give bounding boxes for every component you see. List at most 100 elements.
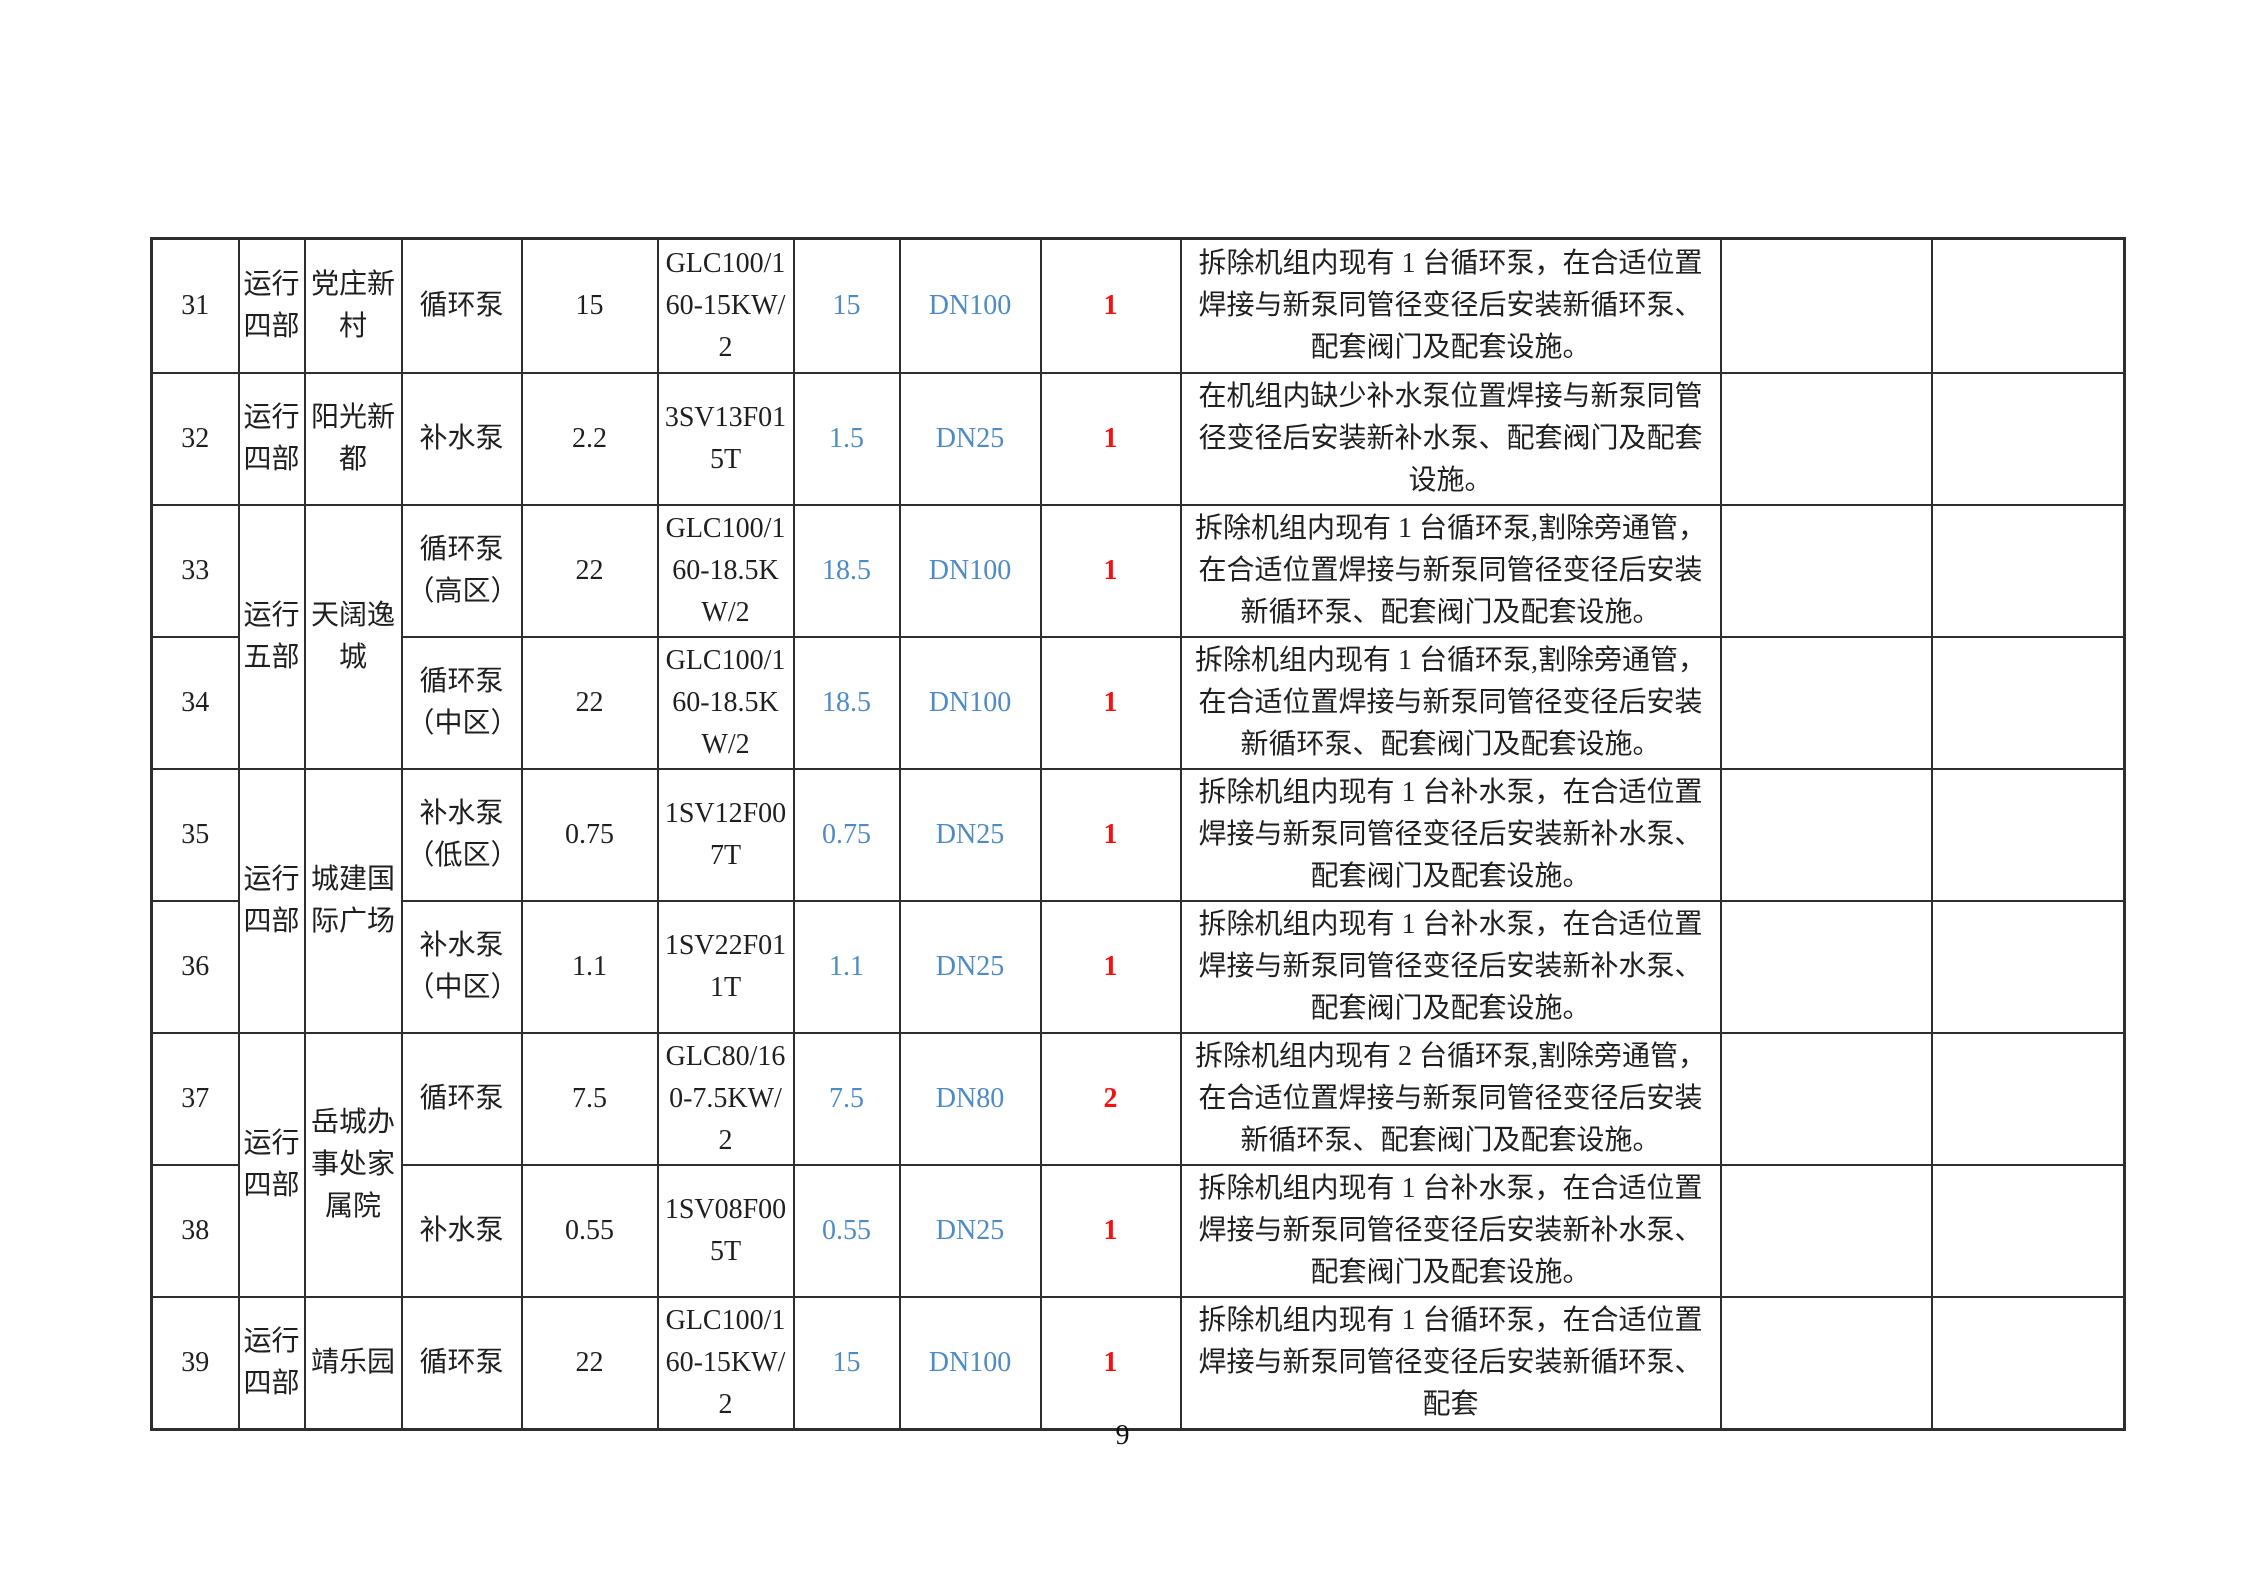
power-cell: 7.5 xyxy=(520,1031,659,1166)
quantity-cell: 1 xyxy=(1039,767,1182,902)
new-power-cell: 1.1 xyxy=(792,899,901,1034)
station-cell: 城建国 际广场 xyxy=(303,767,403,1034)
pump-type-cell: 补水泵 xyxy=(400,371,523,506)
dn-cell: DN25 xyxy=(898,767,1042,902)
new-power-cell: 18.5 xyxy=(792,503,901,638)
table-row: 32 运行 四部 阳光新 都 补水泵 2.2 3SV13F015T 1.5 DN… xyxy=(150,371,2126,506)
model-cell: GLC80/160-7.5KW/2 xyxy=(656,1031,795,1166)
quantity-cell: 1 xyxy=(1039,371,1182,506)
empty-cell xyxy=(1930,371,2126,506)
pump-type-cell: 补水泵 xyxy=(400,1163,523,1298)
power-cell: 0.75 xyxy=(520,767,659,902)
row-number-cell: 37 xyxy=(150,1031,240,1166)
empty-cell xyxy=(1719,1295,1933,1430)
empty-cell xyxy=(1719,371,1933,506)
work-description-cell: 拆除机组内现有 1 台循环泵，在合适位置焊接与新泵同管径变径后安装新循环泵、配套… xyxy=(1179,237,1722,374)
dn-cell: DN100 xyxy=(898,635,1042,770)
row-number-cell: 31 xyxy=(150,237,240,374)
quantity-cell: 1 xyxy=(1039,635,1182,770)
row-number-cell: 33 xyxy=(150,503,240,638)
dn-cell: DN25 xyxy=(898,899,1042,1034)
model-cell: GLC100/160-18.5KW/2 xyxy=(656,503,795,638)
dn-cell: DN25 xyxy=(898,1163,1042,1298)
quantity-cell: 1 xyxy=(1039,503,1182,638)
table-row: 37 运行 四部 岳城办 事处家 属院 循环泵 7.5 GLC80/160-7.… xyxy=(150,1031,2126,1298)
empty-cell xyxy=(1930,1163,2126,1298)
power-cell: 22 xyxy=(520,635,659,770)
station-cell: 党庄新 村 xyxy=(303,237,403,374)
row-number-cell: 34 xyxy=(150,635,240,770)
pump-type-cell: 循环泵 （高区） xyxy=(400,503,523,638)
power-cell: 2.2 xyxy=(520,371,659,506)
pump-type-cell: 循环泵 （中区） xyxy=(400,635,523,770)
table-row: 34 循环泵 （中区） 22 GLC100/160-18.5KW/2 18.5 … xyxy=(150,635,2126,770)
new-power-cell: 1.5 xyxy=(792,371,901,506)
model-cell: 3SV13F015T xyxy=(656,371,795,506)
row-number-cell: 39 xyxy=(150,1295,240,1430)
empty-cell xyxy=(1719,503,1933,638)
power-cell: 0.55 xyxy=(520,1163,659,1298)
new-power-cell: 18.5 xyxy=(792,635,901,770)
work-description-cell: 在机组内缺少补水泵位置焊接与新泵同管径变径后安装新补水泵、配套阀门及配套设施。 xyxy=(1179,371,1722,506)
table-row: 33 运行 五部 天阔逸 城 循环泵 （高区） 22 GLC100/160-18… xyxy=(150,503,2126,770)
station-cell: 阳光新 都 xyxy=(303,371,403,506)
empty-cell xyxy=(1930,503,2126,638)
empty-cell xyxy=(1930,899,2126,1034)
table-row: 35 运行 四部 城建国 际广场 补水泵 （低区） 0.75 1SV12F007… xyxy=(150,767,2126,1034)
dn-cell: DN80 xyxy=(898,1031,1042,1166)
department-cell: 运行 四部 xyxy=(237,767,306,1034)
model-cell: GLC100/160-15KW/2 xyxy=(656,237,795,374)
dn-cell: DN100 xyxy=(898,1295,1042,1430)
model-cell: 1SV22F011T xyxy=(656,899,795,1034)
pump-work-table: 31 运行 四部 党庄新 村 循环泵 15 GLC100/160-15KW/2 … xyxy=(150,237,2126,1431)
quantity-cell: 1 xyxy=(1039,1295,1182,1430)
model-cell: GLC100/160-15KW/2 xyxy=(656,1295,795,1430)
station-cell: 岳城办 事处家 属院 xyxy=(303,1031,403,1298)
station-cell: 靖乐园 xyxy=(303,1295,403,1430)
work-description-cell: 拆除机组内现有 1 台循环泵,割除旁通管，在合适位置焊接与新泵同管径变径后安装新… xyxy=(1179,635,1722,770)
empty-cell xyxy=(1930,1031,2126,1166)
page-number: 9 xyxy=(1115,1420,1130,1451)
empty-cell xyxy=(1719,237,1933,374)
empty-cell xyxy=(1930,635,2126,770)
department-cell: 运行 四部 xyxy=(237,371,306,506)
work-description-cell: 拆除机组内现有 1 台循环泵，在合适位置焊接与新泵同管径变径后安装新循环泵、配套 xyxy=(1179,1295,1722,1430)
empty-cell xyxy=(1719,1031,1933,1166)
power-cell: 1.1 xyxy=(520,899,659,1034)
row-number-cell: 35 xyxy=(150,767,240,902)
pump-type-cell: 循环泵 xyxy=(400,237,523,374)
new-power-cell: 0.55 xyxy=(792,1163,901,1298)
power-cell: 15 xyxy=(520,237,659,374)
power-cell: 22 xyxy=(520,1295,659,1430)
station-cell: 天阔逸 城 xyxy=(303,503,403,770)
quantity-cell: 1 xyxy=(1039,237,1182,374)
model-cell: 1SV08F005T xyxy=(656,1163,795,1298)
department-cell: 运行 五部 xyxy=(237,503,306,770)
pump-type-cell: 补水泵 （低区） xyxy=(400,767,523,902)
empty-cell xyxy=(1719,635,1933,770)
quantity-cell: 1 xyxy=(1039,1163,1182,1298)
new-power-cell: 7.5 xyxy=(792,1031,901,1166)
row-number-cell: 36 xyxy=(150,899,240,1034)
work-description-cell: 拆除机组内现有 1 台补水泵，在合适位置焊接与新泵同管径变径后安装新补水泵、配套… xyxy=(1179,1163,1722,1298)
work-description-cell: 拆除机组内现有 1 台循环泵,割除旁通管，在合适位置焊接与新泵同管径变径后安装新… xyxy=(1179,503,1722,638)
department-cell: 运行 四部 xyxy=(237,1031,306,1298)
quantity-cell: 2 xyxy=(1039,1031,1182,1166)
empty-cell xyxy=(1930,767,2126,902)
table-row: 36 补水泵 （中区） 1.1 1SV22F011T 1.1 DN25 1 拆除… xyxy=(150,899,2126,1034)
dn-cell: DN25 xyxy=(898,371,1042,506)
work-description-cell: 拆除机组内现有 2 台循环泵,割除旁通管，在合适位置焊接与新泵同管径变径后安装新… xyxy=(1179,1031,1722,1166)
pump-type-cell: 循环泵 xyxy=(400,1031,523,1166)
empty-cell xyxy=(1930,1295,2126,1430)
pump-type-cell: 循环泵 xyxy=(400,1295,523,1430)
new-power-cell: 0.75 xyxy=(792,767,901,902)
row-number-cell: 38 xyxy=(150,1163,240,1298)
dn-cell: DN100 xyxy=(898,503,1042,638)
new-power-cell: 15 xyxy=(792,237,901,374)
table-row: 39 运行 四部 靖乐园 循环泵 22 GLC100/160-15KW/2 15… xyxy=(150,1295,2126,1430)
row-number-cell: 32 xyxy=(150,371,240,506)
quantity-cell: 1 xyxy=(1039,899,1182,1034)
pump-type-cell: 补水泵 （中区） xyxy=(400,899,523,1034)
empty-cell xyxy=(1930,237,2126,374)
